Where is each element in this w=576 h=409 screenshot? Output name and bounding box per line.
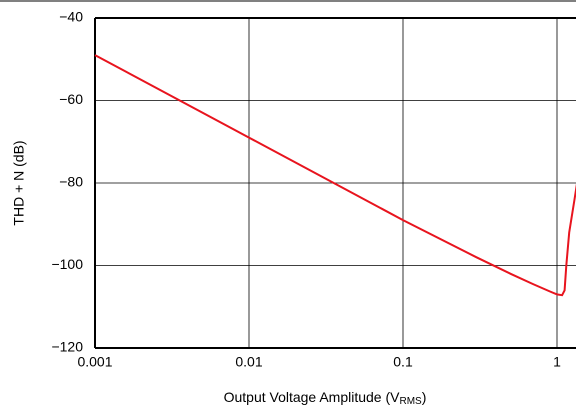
x-tick-label: 0.1 bbox=[393, 354, 413, 370]
data-line bbox=[94, 54, 576, 297]
x-tick-label: 0.01 bbox=[235, 354, 262, 370]
x-axis-label-main: Output Voltage Amplitude (V bbox=[224, 389, 401, 405]
y-tick-label: −80 bbox=[59, 174, 83, 190]
x-tick-label: 1 bbox=[553, 354, 561, 370]
x-axis-label: Output Voltage Amplitude (VRMS) bbox=[224, 389, 427, 407]
x-axis-label-end: ) bbox=[422, 389, 427, 405]
y-axis-label: THD + N (dB) bbox=[11, 140, 27, 225]
y-tick-label: −120 bbox=[51, 339, 83, 355]
y-tick-label: −100 bbox=[51, 256, 83, 272]
y-tick-label: −60 bbox=[59, 91, 83, 107]
x-axis-label-sub: RMS bbox=[399, 396, 422, 407]
x-tick-label: 0.001 bbox=[77, 354, 112, 370]
y-tick-label: −40 bbox=[59, 9, 83, 25]
